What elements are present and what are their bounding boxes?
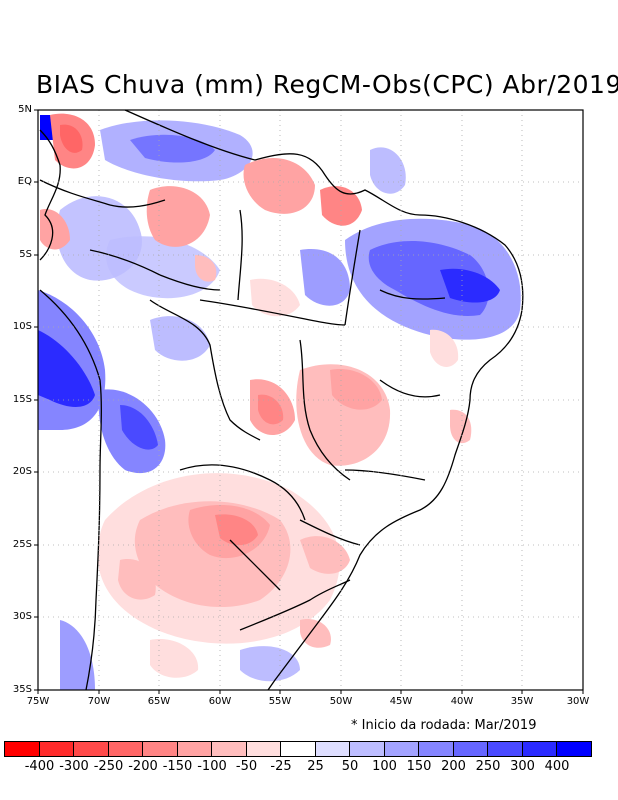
legend-color-box (73, 741, 109, 757)
border-argentina (229, 539, 281, 591)
legend-label: -150 (162, 759, 193, 774)
border-bolivia (149, 299, 261, 441)
lat-label: 25S (12, 539, 32, 550)
border-sp (299, 519, 361, 546)
legend-color-box (349, 741, 385, 757)
lat-label: 30S (12, 611, 32, 622)
pacific-coast-north (39, 129, 61, 261)
border-uruguay (239, 579, 351, 631)
border-colombia (39, 179, 166, 208)
legend-label: 100 (372, 759, 397, 774)
boundaries (39, 109, 524, 691)
border-para (344, 229, 361, 326)
legend-label: 250 (475, 759, 501, 774)
legend-label: -100 (197, 759, 227, 774)
legend-label: 25 (307, 759, 324, 774)
legend-color-box (487, 741, 523, 757)
legend-label: 200 (441, 759, 466, 774)
border-bahia (379, 379, 441, 398)
lon-label: 75W (26, 696, 50, 707)
border-piaui (379, 289, 446, 300)
legend-label: 150 (406, 759, 432, 774)
lon-label: 45W (389, 696, 413, 707)
legend-label: 400 (544, 759, 570, 774)
atlantic-coast (124, 109, 524, 691)
pacific-coast (39, 289, 102, 691)
legend-label: -400 (24, 759, 55, 774)
lat-label: 5N (18, 104, 32, 115)
lon-label: 30W (566, 696, 590, 707)
legend-color-box (418, 741, 454, 757)
legend-color-box (107, 741, 143, 757)
legend-color-box (383, 741, 419, 757)
legend-label: -200 (128, 759, 158, 774)
lon-label: 60W (208, 696, 232, 707)
lon-label: 35W (510, 696, 534, 707)
lat-label: 15S (12, 394, 32, 405)
border-peru (89, 249, 221, 291)
lon-label: 55W (268, 696, 292, 707)
legend-label: 300 (510, 759, 535, 774)
legend-color-box (556, 741, 592, 757)
color-legend (4, 741, 592, 757)
lon-label: 65W (147, 696, 171, 707)
lat-label: 20S (12, 466, 32, 477)
legend-label: -25 (270, 759, 292, 774)
legend-color-box (4, 741, 40, 757)
lon-label: 50W (329, 696, 353, 707)
legend-label: -50 (235, 759, 258, 774)
map-title: BIAS Chuva (mm) RegCM-Obs(CPC) Abr/2019 (36, 70, 618, 99)
run-start-note: * Inicio da rodada: Mar/2019 (351, 718, 537, 733)
legend-color-box (142, 741, 178, 757)
axis-ticks (34, 109, 584, 694)
legend-color-box (521, 741, 557, 757)
legend-label: 50 (341, 759, 359, 774)
legend-color-box (314, 741, 350, 757)
bias-field (38, 113, 521, 690)
legend-color-box (245, 741, 281, 757)
border-paraguay (179, 464, 306, 521)
border-minas (344, 469, 426, 481)
graticule (38, 110, 583, 690)
border-goias (299, 339, 351, 481)
lat-label: 5S (19, 249, 32, 260)
legend-label: -300 (59, 759, 89, 774)
lat-label: 10S (12, 321, 32, 332)
border-state-north (199, 299, 346, 326)
legend-color-box (280, 741, 316, 757)
legend-color-box (452, 741, 488, 757)
legend-label: -250 (93, 759, 124, 774)
lon-label: 40W (450, 696, 474, 707)
lon-label: 70W (87, 696, 111, 707)
legend-color-box (176, 741, 212, 757)
lat-label: 35S (12, 684, 32, 695)
legend-color-box (211, 741, 247, 757)
legend-color-box (38, 741, 74, 757)
lat-label: EQ (17, 176, 32, 187)
border-state-ne (237, 209, 243, 301)
